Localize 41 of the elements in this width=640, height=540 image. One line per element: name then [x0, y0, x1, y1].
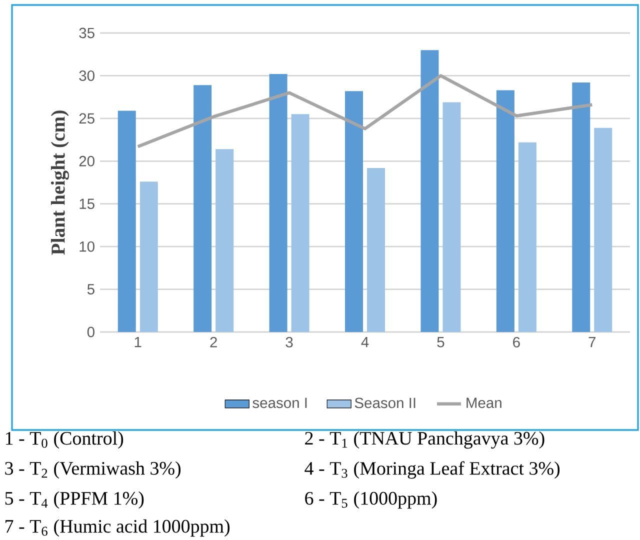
text: 4 - T$_{3}$ (Moringa Leaf Extract 3%) [304, 461, 560, 479]
legend-label: season I [252, 398, 307, 408]
x-tick-label: 6 [513, 336, 520, 348]
bar [496, 90, 514, 332]
y-tick-label: 25 [79, 113, 94, 124]
y-tick-label: 15 [80, 198, 94, 210]
x-tick-label: 7 [588, 336, 596, 348]
bar [367, 168, 386, 332]
text: 7 - T$_{6}$ (Humic acid 1000ppm) [6, 519, 230, 537]
bar [594, 128, 612, 332]
text: 6 - T$_{5}$ (1000ppm) [305, 491, 437, 509]
bar [216, 149, 234, 332]
x-tick-label: 2 [210, 336, 217, 348]
legend-label: Season II [354, 398, 416, 408]
y-tick-label: 5 [87, 284, 94, 294]
bar [572, 82, 590, 332]
line-series [136, 74, 594, 148]
bar [269, 74, 288, 332]
y-tick-label: 0 [87, 326, 94, 338]
bar [345, 91, 363, 332]
y-tick-label: 35 [79, 28, 94, 38]
bar [420, 50, 439, 332]
text: 5 - T$_{4}$ (PPFM 1%) [5, 491, 144, 509]
y-tick-label: 30 [79, 70, 94, 81]
bar [442, 102, 461, 332]
y-tick-label: 20 [79, 156, 94, 166]
text: 2 - T$_{1}$ (TNAU Panchgavya 3%) [305, 431, 544, 449]
bar [118, 110, 136, 332]
y-axis-title: Plant height (cm) [50, 110, 69, 255]
y-tick-label: 10 [80, 241, 94, 252]
x-tick-label: 3 [286, 336, 293, 348]
bar [194, 85, 212, 332]
text: 3 - T$_{2}$ (Vermiwash 3%) [5, 461, 181, 479]
legend-label: Mean [466, 398, 502, 408]
x-tick-label: 5 [437, 336, 444, 348]
x-tick-label: 4 [361, 336, 369, 348]
text: 1 - T$_{0}$ (Control) [6, 431, 124, 449]
bar [291, 114, 310, 332]
x-tick-label: 1 [134, 336, 142, 348]
bar [140, 182, 158, 332]
bar [518, 142, 536, 332]
